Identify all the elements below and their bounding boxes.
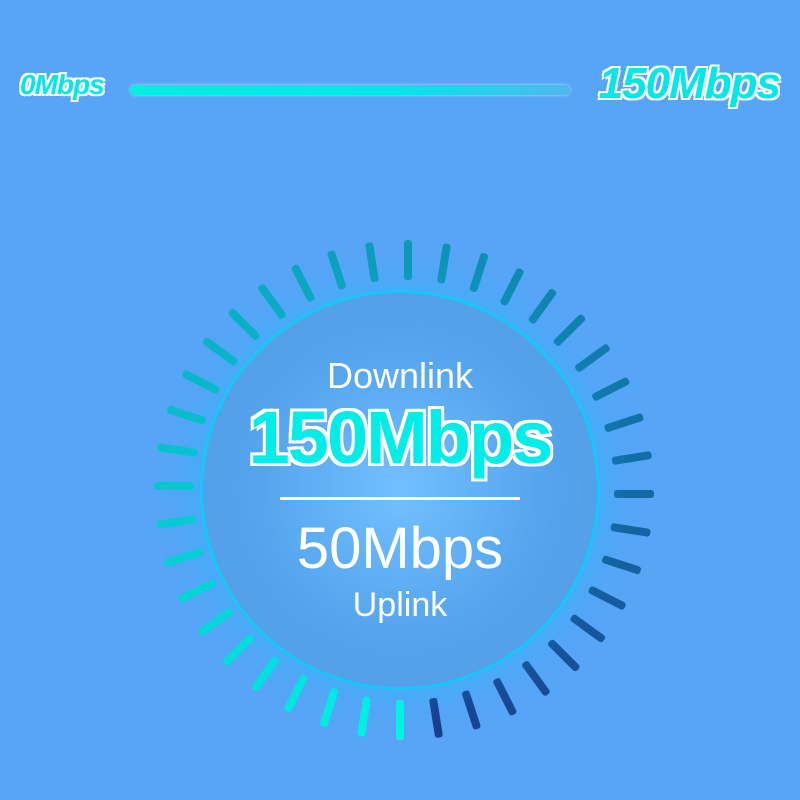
gauge-tick bbox=[181, 369, 220, 394]
gauge-tick bbox=[574, 343, 611, 373]
scale-max-label: 150Mbps bbox=[599, 59, 780, 109]
gauge-tick bbox=[227, 308, 261, 342]
gauge-tick bbox=[591, 377, 630, 402]
gauge-tick bbox=[202, 337, 239, 367]
gauge-tick bbox=[257, 283, 287, 320]
gauge-tick bbox=[614, 490, 654, 498]
gauge-tick bbox=[587, 585, 626, 610]
scale-min-label: 0Mbps bbox=[20, 69, 104, 101]
gauge-tick bbox=[164, 547, 205, 567]
gauge-tick bbox=[327, 250, 347, 291]
gauge-tick bbox=[469, 252, 489, 293]
speed-scale-bar: 0Mbps 150Mbps bbox=[20, 75, 780, 115]
gauge-tick bbox=[396, 700, 404, 740]
gauge-tick bbox=[154, 482, 194, 490]
gauge-tick bbox=[461, 690, 481, 731]
gauge-tick bbox=[222, 633, 256, 667]
gauge-divider bbox=[280, 497, 520, 500]
gauge-tick bbox=[365, 242, 379, 283]
gauge-tick bbox=[197, 607, 234, 637]
gauge-tick bbox=[604, 413, 645, 433]
gauge-tick bbox=[527, 288, 557, 325]
gauge-tick bbox=[601, 555, 642, 575]
gauge-tick bbox=[156, 515, 197, 529]
gauge-tick bbox=[251, 655, 281, 692]
gauge-tick bbox=[404, 240, 412, 280]
gauge-tick bbox=[552, 313, 586, 347]
gauge-tick bbox=[283, 673, 308, 712]
gauge-tick bbox=[319, 687, 339, 728]
downlink-value: 150Mbps bbox=[249, 401, 552, 475]
gauge-tick bbox=[547, 638, 581, 672]
downlink-label: Downlink bbox=[327, 355, 473, 397]
gauge-tick bbox=[521, 660, 551, 697]
gauge-tick bbox=[569, 613, 606, 643]
scale-track bbox=[130, 85, 570, 95]
gauge-tick bbox=[610, 523, 651, 537]
speed-gauge: Downlink 150Mbps 50Mbps Uplink bbox=[100, 190, 700, 790]
gauge-disc: Downlink 150Mbps 50Mbps Uplink bbox=[200, 290, 600, 690]
gauge-tick bbox=[437, 243, 451, 284]
uplink-value: 50Mbps bbox=[297, 520, 503, 578]
gauge-tick bbox=[611, 451, 652, 465]
gauge-tick bbox=[157, 443, 198, 457]
gauge-tick bbox=[178, 578, 217, 603]
gauge-tick bbox=[499, 267, 524, 306]
uplink-label: Uplink bbox=[353, 586, 447, 625]
gauge-tick bbox=[429, 697, 443, 738]
gauge-tick bbox=[291, 264, 316, 303]
gauge-tick bbox=[166, 405, 207, 425]
gauge-tick bbox=[357, 696, 371, 737]
gauge-tick bbox=[492, 677, 517, 716]
